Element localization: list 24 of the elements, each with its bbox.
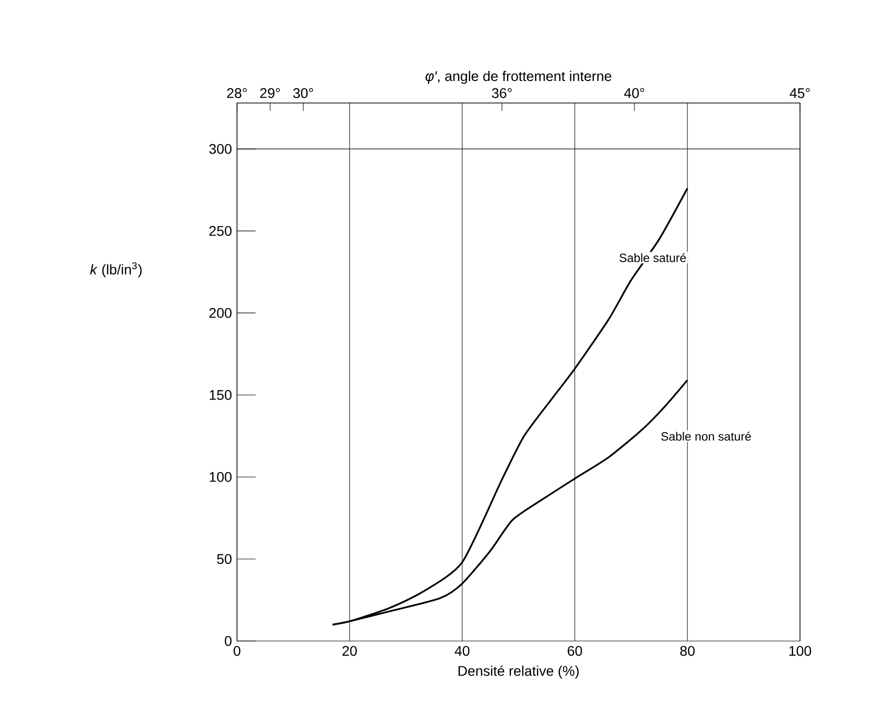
x-tick-label: 40 [454, 646, 470, 656]
x-axis-title: Densité relative (%) [458, 665, 579, 679]
series-label: Sable non saturé [661, 432, 751, 441]
y-tick-label: 100 [210, 472, 232, 482]
x2-tick-label: 45° [790, 88, 810, 98]
x2-tick-label: 30° [293, 88, 313, 98]
x-tick-label: 60 [568, 646, 582, 656]
x2-tick-label: 29° [260, 88, 280, 98]
x-tick-label: 80 [680, 646, 695, 656]
x2-axis-title: φ′, angle de frottement interne [426, 70, 612, 84]
y-tick-label: 50 [217, 554, 232, 564]
x-tick-label: 100 [789, 646, 812, 656]
y-tick-label: 300 [209, 144, 232, 154]
y-tick-label: 150 [210, 390, 232, 400]
series-label: Sable saturé [620, 253, 686, 262]
y-tick-label: 250 [209, 226, 232, 236]
y-tick-label: 0 [224, 636, 232, 646]
x2-tick-label: 28° [227, 88, 247, 98]
x-tick-label: 20 [342, 646, 357, 656]
x-tick-label: 0 [234, 646, 240, 656]
y-tick-label: 200 [209, 308, 232, 318]
x2-tick-label: 40° [624, 88, 644, 98]
x2-tick-label: 36° [492, 88, 512, 98]
y-axis-title: k (lb/in$^{3}$) [90, 262, 142, 278]
